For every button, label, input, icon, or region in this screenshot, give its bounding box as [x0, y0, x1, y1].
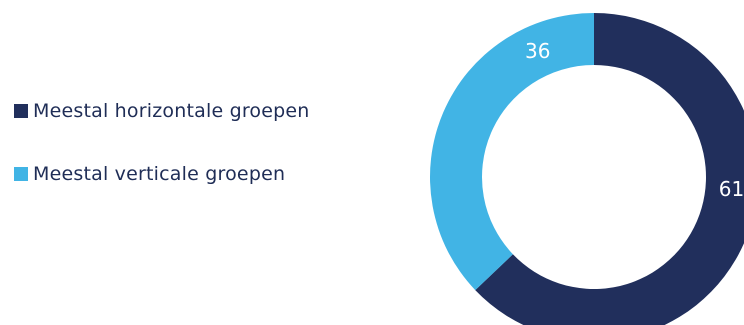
donut-slices: [430, 13, 744, 325]
legend-label-horizontal: Meestal horizontale groepen: [33, 100, 310, 122]
legend-swatch-vertical: [14, 167, 28, 181]
donut-slice-0: [475, 13, 744, 325]
legend-swatch-horizontal: [14, 104, 28, 118]
donut-data-labels: 61 36: [525, 39, 744, 201]
donut-slice-1: [430, 13, 594, 291]
legend-label-vertical: Meestal verticale groepen: [33, 163, 286, 185]
data-label-1: 36: [525, 39, 550, 63]
data-label-0: 61: [719, 177, 744, 201]
chart-legend: Meestal horizontale groepen Meestal vert…: [14, 96, 310, 222]
legend-item-vertical: Meestal verticale groepen: [14, 159, 310, 189]
legend-item-horizontal: Meestal horizontale groepen: [14, 96, 310, 126]
